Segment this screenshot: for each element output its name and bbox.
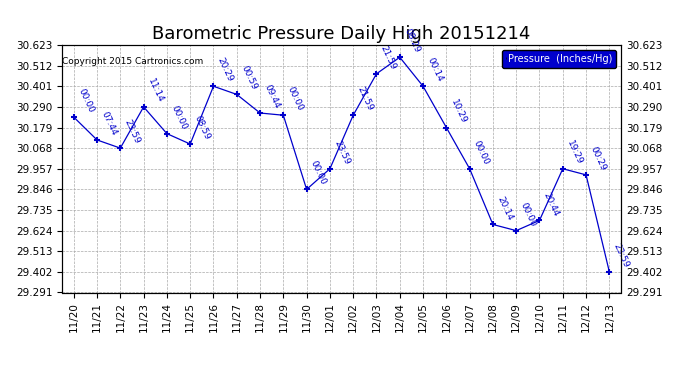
Text: 00:29: 00:29: [589, 145, 607, 172]
Text: 11:14: 11:14: [146, 77, 165, 104]
Text: 07:44: 07:44: [99, 110, 119, 137]
Text: 20:29: 20:29: [216, 56, 235, 84]
Text: Copyright 2015 Cartronics.com: Copyright 2015 Cartronics.com: [62, 57, 204, 66]
Title: Barometric Pressure Daily High 20151214: Barometric Pressure Daily High 20151214: [152, 26, 531, 44]
Text: 09:44: 09:44: [262, 83, 282, 110]
Text: 23:59: 23:59: [123, 118, 141, 146]
Text: 08:59: 08:59: [193, 114, 212, 141]
Text: 00:14: 00:14: [425, 56, 444, 84]
Text: 00:00: 00:00: [309, 159, 328, 187]
Text: 00:00: 00:00: [286, 85, 305, 112]
Text: 21:59: 21:59: [379, 44, 398, 71]
Text: 08:29: 08:29: [402, 27, 421, 54]
Legend: Pressure  (Inches/Hg): Pressure (Inches/Hg): [502, 50, 616, 68]
Text: 00:59: 00:59: [239, 64, 258, 92]
Text: 00:00: 00:00: [472, 139, 491, 166]
Text: 20:44: 20:44: [542, 191, 561, 217]
Text: 19:29: 19:29: [565, 139, 584, 166]
Text: 23:59: 23:59: [611, 242, 631, 269]
Text: 10:29: 10:29: [448, 98, 468, 125]
Text: 00:00: 00:00: [169, 104, 188, 131]
Text: 00:00: 00:00: [76, 87, 95, 114]
Text: 00:00: 00:00: [519, 201, 538, 228]
Text: 21:59: 21:59: [355, 85, 375, 112]
Text: 23:59: 23:59: [332, 139, 351, 166]
Text: 20:14: 20:14: [495, 195, 514, 222]
